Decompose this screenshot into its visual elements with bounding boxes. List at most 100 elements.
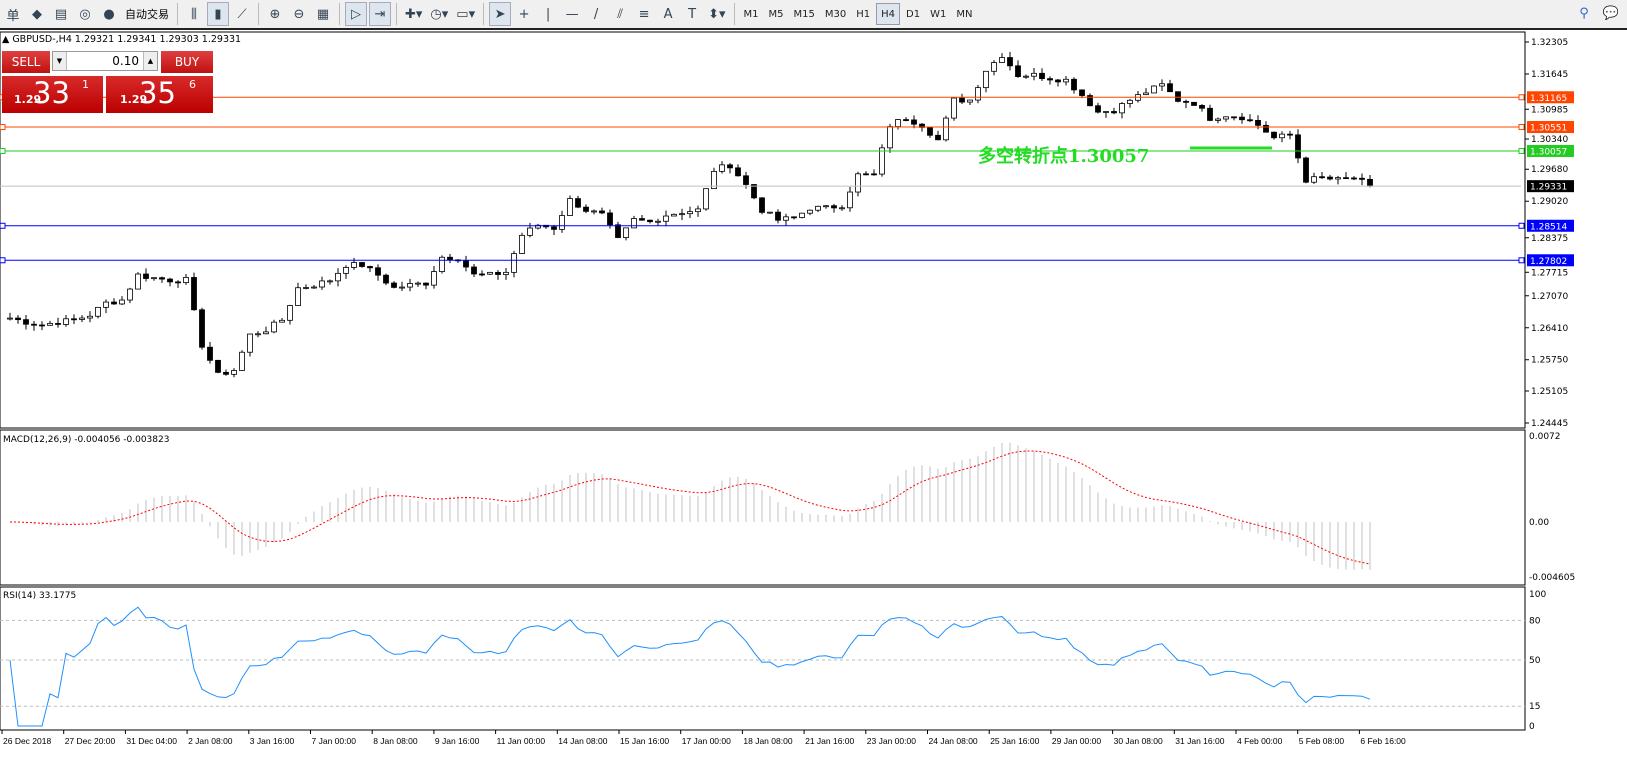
timeframe-m15[interactable]: M15 (793, 8, 815, 20)
candle (95, 306, 101, 317)
timeframe-h1[interactable]: H1 (856, 8, 871, 20)
candle (1351, 177, 1357, 180)
candle (1303, 157, 1309, 183)
line-handle[interactable] (0, 147, 6, 154)
timeframe-d1[interactable]: D1 (906, 8, 921, 20)
candle (631, 218, 637, 229)
time-label: 6 Feb 16:00 (1360, 736, 1406, 746)
line-handle[interactable] (1518, 147, 1525, 154)
text-label-icon[interactable]: T (688, 6, 697, 22)
candle (887, 126, 893, 149)
timeframe-mn[interactable]: MN (956, 8, 973, 20)
price-tag (1527, 144, 1574, 157)
candle (223, 371, 229, 375)
vertical-line-icon[interactable]: | (545, 6, 551, 22)
bar-chart-icon[interactable]: ⫼ (191, 6, 197, 22)
candle (215, 359, 221, 373)
candle (1079, 89, 1085, 96)
candle (1143, 92, 1149, 96)
separator (339, 3, 340, 25)
timeframe-h4[interactable]: H4 (876, 3, 901, 25)
candle (143, 273, 149, 279)
gold-icon[interactable]: ◆ (32, 6, 42, 22)
line-handle[interactable] (1518, 94, 1525, 101)
crosshair-icon[interactable]: + (518, 6, 530, 22)
timeframe-m5[interactable]: M5 (768, 8, 784, 20)
zoom-in-icon[interactable]: ⊕ (269, 6, 281, 22)
candle (1063, 78, 1069, 83)
candle (1007, 57, 1013, 67)
candle (31, 323, 37, 326)
timeframe-m1[interactable]: M1 (743, 8, 759, 20)
cursor-icon[interactable]: ➤ (489, 2, 512, 26)
volume-stepper[interactable]: ▼ 0.10 ▲ (52, 51, 158, 71)
candle (311, 286, 317, 289)
candle (1263, 124, 1269, 133)
line-handle[interactable] (1518, 257, 1525, 264)
book-icon[interactable]: ▤ (54, 6, 68, 22)
candle (335, 272, 341, 282)
candle (135, 273, 141, 290)
chart-shift-icon[interactable]: ⇥ (369, 2, 391, 26)
volume-input[interactable]: 0.10 (112, 54, 139, 68)
candlestick-icon[interactable]: ▮ (207, 2, 229, 26)
price-label: 1.25105 (1531, 387, 1568, 397)
candle (1231, 116, 1237, 119)
equidistant-channel-icon[interactable]: ⫽ (617, 6, 624, 22)
indicators-icon[interactable]: ✚▾ (405, 6, 423, 22)
line-chart-icon[interactable]: ⟋ (237, 6, 247, 22)
candle (983, 70, 989, 89)
tile-windows-icon[interactable]: ▦ (316, 6, 330, 22)
candle (879, 147, 885, 175)
sell-price-button[interactable]: 1.29 33 1 (2, 76, 103, 113)
candle (1311, 176, 1317, 183)
rsi-line (9, 606, 1371, 727)
zoom-out-icon[interactable]: ⊖ (293, 6, 305, 22)
arrows-icon[interactable]: ⬍▾ (708, 6, 726, 22)
sell-button[interactable]: SELL (2, 51, 50, 73)
rsi-label: RSI(14) 33.1775 (3, 591, 76, 601)
autoscroll-icon[interactable]: ▷ (345, 2, 367, 26)
annotation-text[interactable]: 多空转折点1.30057 (978, 146, 1150, 167)
symbol-info: ▲ GBPUSD-,H4 1.29321 1.29341 1.29303 1.2… (2, 34, 242, 45)
line-handle[interactable] (1518, 222, 1525, 229)
candle (855, 173, 861, 193)
text-icon[interactable]: A (663, 6, 673, 22)
trendline-icon[interactable]: / (593, 6, 599, 22)
horizontal-line-icon[interactable]: — (565, 6, 579, 22)
candle (1287, 133, 1293, 136)
fibonacci-icon[interactable]: ≡ (638, 6, 650, 22)
auto-trading-button[interactable]: 自动交易 (125, 8, 169, 21)
candle (343, 267, 349, 274)
templates-icon[interactable]: ▭▾ (456, 6, 476, 22)
time-label: 27 Dec 20:00 (65, 736, 116, 746)
buy-button[interactable]: BUY (161, 51, 213, 73)
candle (1319, 176, 1325, 179)
volume-down-button[interactable]: ▼ (53, 52, 67, 70)
candle (1095, 105, 1101, 113)
menu-fragment[interactable]: 单 (6, 8, 20, 24)
timeframe-m30[interactable]: M30 (824, 8, 847, 20)
periods-icon[interactable]: ◷▾ (430, 6, 449, 22)
line-handle[interactable] (0, 222, 6, 229)
chart-area[interactable]: 1.323051.316451.309851.303401.296801.290… (0, 30, 1627, 779)
time-label: 3 Jan 16:00 (250, 736, 295, 746)
time-label: 30 Jan 08:00 (1114, 736, 1163, 746)
auto-trading-icon[interactable]: ● (103, 6, 115, 22)
signal-icon[interactable]: ◎ (79, 6, 91, 22)
volume-up-button[interactable]: ▲ (143, 52, 157, 70)
time-label: 31 Dec 04:00 (126, 736, 177, 746)
chat-icon[interactable]: 💬 (1602, 6, 1619, 21)
rsi-axis-label: 80 (1529, 616, 1541, 626)
candle (863, 173, 869, 176)
sell-price-prefix: 1.29 (14, 93, 42, 106)
timeframe-w1[interactable]: W1 (930, 8, 947, 20)
candle (199, 309, 205, 348)
search-icon[interactable]: ⚲ (1579, 6, 1589, 21)
macd-axis-label: -0.004605 (1529, 573, 1575, 583)
candle (511, 253, 517, 273)
line-handle[interactable] (1518, 124, 1525, 131)
line-handle[interactable] (0, 124, 6, 131)
line-handle[interactable] (0, 257, 6, 264)
buy-price-button[interactable]: 1.29 35 6 (106, 76, 213, 113)
